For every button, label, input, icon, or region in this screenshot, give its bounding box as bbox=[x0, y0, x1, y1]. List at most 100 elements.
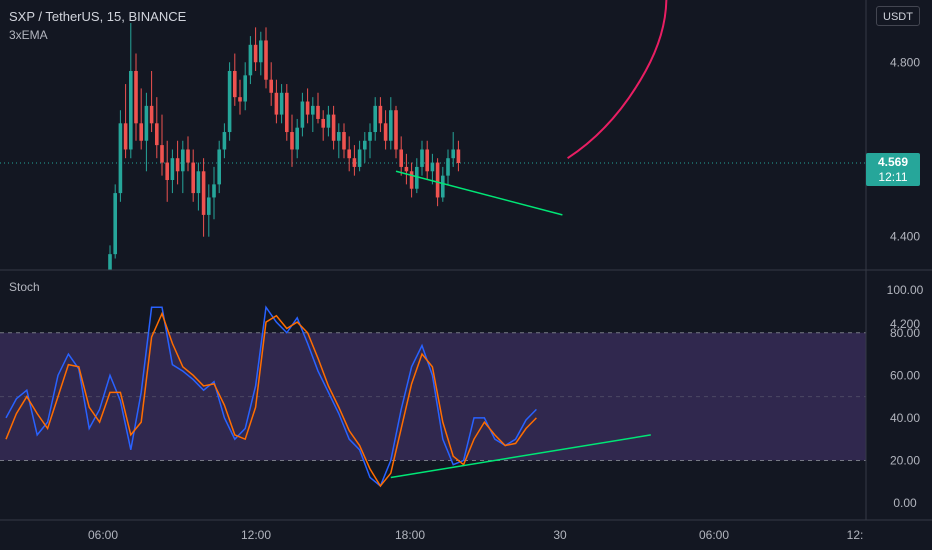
candle bbox=[118, 110, 123, 202]
candle-body bbox=[409, 171, 414, 189]
candle bbox=[441, 166, 445, 202]
candle bbox=[363, 132, 367, 163]
time-tick-label: 12: bbox=[847, 528, 864, 542]
candle bbox=[170, 149, 175, 194]
stoch-d-line bbox=[5, 311, 537, 488]
candle-body bbox=[441, 175, 445, 198]
candle-body bbox=[357, 149, 362, 167]
candle bbox=[248, 36, 253, 85]
candle bbox=[113, 184, 117, 259]
candle bbox=[337, 123, 341, 159]
candle-body bbox=[196, 171, 201, 194]
candle bbox=[264, 27, 268, 89]
stoch-tick-label: 60.00 bbox=[890, 368, 920, 382]
oscillator-label[interactable]: Stoch bbox=[9, 280, 40, 294]
candle-body bbox=[175, 158, 180, 172]
candle-body bbox=[269, 79, 273, 93]
candle-body bbox=[404, 166, 409, 172]
candle bbox=[373, 97, 377, 141]
candle bbox=[357, 140, 362, 172]
time-tick-label: 06:00 bbox=[88, 528, 118, 542]
candle bbox=[326, 105, 331, 137]
candle-body bbox=[186, 149, 190, 163]
candle-body bbox=[279, 92, 284, 115]
bar-countdown: 12:11 bbox=[878, 170, 908, 184]
candle-body bbox=[149, 105, 154, 124]
price-tick-label: 4.400 bbox=[890, 230, 920, 244]
candle bbox=[149, 70, 154, 133]
candle bbox=[352, 145, 357, 176]
price-trend-line bbox=[395, 170, 563, 216]
candle-body bbox=[259, 40, 263, 63]
stoch-pane[interactable] bbox=[0, 305, 866, 488]
currency-badge[interactable]: USDT bbox=[876, 6, 920, 26]
candle bbox=[160, 114, 164, 176]
candle-body bbox=[243, 75, 247, 102]
candle bbox=[394, 105, 398, 159]
candle-body bbox=[134, 70, 138, 124]
candle bbox=[305, 88, 310, 124]
candle-body bbox=[118, 123, 123, 194]
symbol-title[interactable]: SXP / TetherUS, 15, BINANCE bbox=[9, 9, 187, 24]
candle-body bbox=[399, 149, 403, 167]
candle bbox=[123, 84, 128, 159]
candle bbox=[243, 62, 247, 111]
candle bbox=[233, 53, 237, 106]
candle-body bbox=[305, 101, 310, 115]
candle-body bbox=[290, 132, 294, 150]
time-tick-label: 18:00 bbox=[395, 528, 425, 542]
candle-body bbox=[378, 105, 383, 124]
candle bbox=[191, 149, 195, 202]
candle-body bbox=[321, 118, 325, 128]
candle bbox=[259, 31, 263, 76]
candle-body bbox=[451, 149, 455, 159]
candle-body bbox=[456, 149, 461, 163]
candle bbox=[175, 140, 180, 185]
candle bbox=[201, 158, 206, 237]
stoch-trend-line bbox=[390, 434, 651, 479]
stoch-tick-label: 40.00 bbox=[890, 411, 920, 425]
candle-body bbox=[420, 149, 424, 167]
candle-body bbox=[123, 123, 128, 150]
candle-body bbox=[227, 70, 232, 133]
candle bbox=[108, 245, 112, 270]
price-tick-label: 4.200 bbox=[890, 317, 920, 331]
candle bbox=[399, 136, 403, 176]
price-pane[interactable] bbox=[0, 0, 866, 389]
candle-body bbox=[144, 105, 149, 141]
candle-body bbox=[253, 44, 258, 63]
candle bbox=[212, 166, 216, 220]
candle-body bbox=[342, 132, 346, 150]
last-price-value: 4.569 bbox=[877, 155, 909, 169]
candle bbox=[420, 140, 424, 176]
candle bbox=[295, 118, 299, 159]
candle bbox=[155, 97, 159, 159]
candle bbox=[389, 97, 393, 150]
candle-body bbox=[181, 149, 185, 172]
candle bbox=[222, 123, 227, 159]
candle bbox=[456, 140, 461, 172]
candle-body bbox=[352, 158, 357, 167]
candle bbox=[331, 105, 336, 150]
candle-body bbox=[300, 101, 305, 128]
candle-body bbox=[212, 184, 216, 198]
candle bbox=[342, 123, 346, 159]
candle-body bbox=[170, 158, 175, 181]
candle bbox=[144, 92, 149, 172]
candle-body bbox=[425, 149, 429, 172]
candle-body bbox=[337, 132, 341, 141]
candle-body bbox=[201, 171, 206, 215]
candle-body bbox=[217, 149, 221, 185]
candle-body bbox=[108, 254, 112, 270]
candle bbox=[451, 132, 455, 167]
stoch-tick-label: 80.00 bbox=[890, 326, 920, 340]
candle-body bbox=[264, 40, 268, 80]
overlay-indicator-label[interactable]: 3xEMA bbox=[9, 28, 48, 42]
candle-body bbox=[113, 193, 117, 255]
candle bbox=[238, 79, 242, 115]
candles bbox=[108, 23, 461, 270]
candle bbox=[425, 140, 429, 181]
